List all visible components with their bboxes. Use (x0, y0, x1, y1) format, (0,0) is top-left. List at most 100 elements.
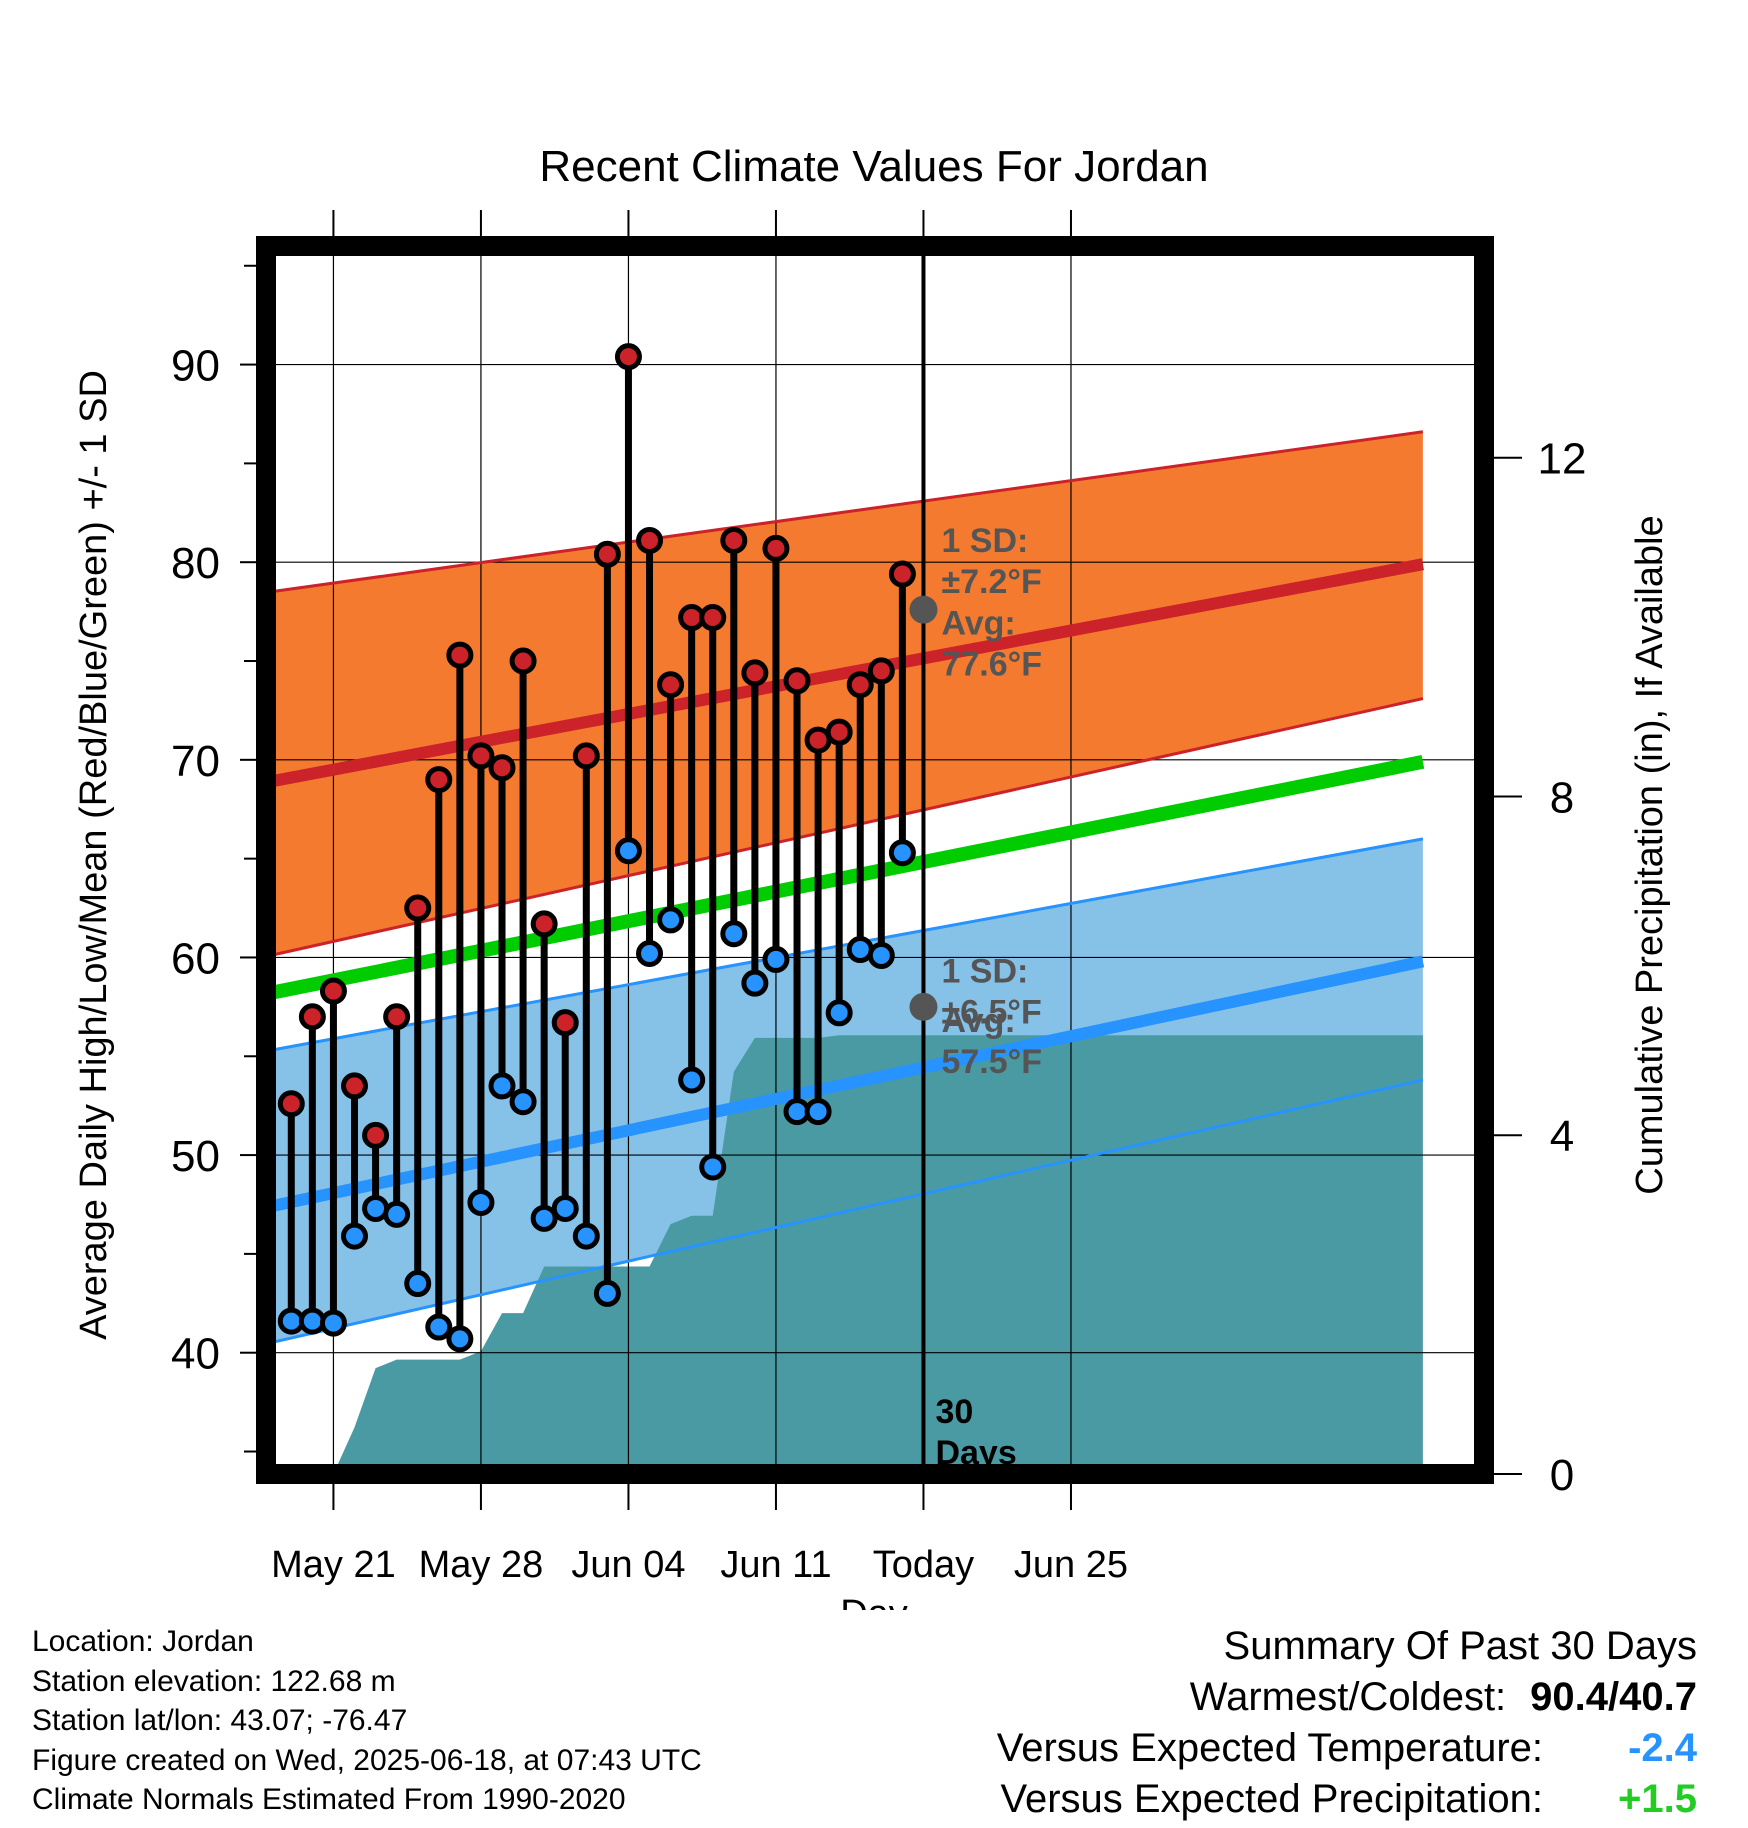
daily-low-point (888, 839, 916, 867)
daily-low-point (741, 969, 769, 997)
y-tick-label: 90 (171, 342, 220, 391)
daily-low-point (551, 1194, 579, 1222)
daily-high-point (783, 667, 811, 695)
x-tick-label: May 28 (419, 1544, 544, 1586)
daily-low-point (404, 1270, 432, 1298)
normals-text: Climate Normals Estimated From 1990-2020 (32, 1783, 626, 1816)
daily-high-point (467, 742, 495, 770)
x-tick-label: May 21 (271, 1544, 396, 1586)
daily-low-point (319, 1309, 347, 1337)
days-annotation-line1: 30 (935, 1393, 973, 1431)
daily-low-point (298, 1307, 326, 1335)
precip-value: +1.5 (1618, 1777, 1697, 1821)
warmest-label: Warmest/Coldest: (1189, 1675, 1507, 1719)
y2-tick-label: 0 (1550, 1451, 1574, 1500)
daily-high-point (425, 766, 453, 794)
climate-chart: Recent Climate Values For Jordan 1 SD:±7… (73, 142, 1671, 1610)
summary-title: Summary Of Past 30 Days (1223, 1624, 1697, 1668)
daily-high-point (825, 718, 853, 746)
x-tick-label: Today (873, 1544, 974, 1586)
daily-high-point (699, 604, 727, 632)
daily-high-point (720, 526, 748, 554)
daily-high-point (657, 671, 685, 699)
low-avg-annotation-line2: 57.5°F (941, 1043, 1042, 1081)
station-info: Location: Jordan Station elevation: 122.… (32, 1622, 702, 1820)
y2-tick-label: 8 (1550, 773, 1574, 822)
temp-label: Versus Expected Temperature: (996, 1726, 1543, 1770)
daily-high-point (636, 526, 664, 554)
x-tick-label: Jun 11 (720, 1544, 831, 1586)
daily-high-point (762, 534, 790, 562)
daily-high-point (319, 977, 347, 1005)
daily-high-point (551, 1009, 579, 1037)
daily-high-point (362, 1121, 390, 1149)
low-avg-marker (909, 992, 938, 1021)
axes: 40 50 60 70 80 90 0 4 8 12 May 21 May 28 Jun 04 Jun 1… (171, 210, 1586, 1586)
daily-high-point (509, 647, 537, 675)
high-avg-marker (909, 595, 938, 624)
x-tick-label: Jun 04 (571, 1544, 685, 1586)
daily-low-point (657, 906, 685, 934)
annotations: 1 SD:±7.2°F1 SD:±6.5°FAvg:77.6°FAvg:57.5… (909, 522, 1042, 1472)
daily-low-point (699, 1153, 727, 1181)
summary-warmest-row: Warmest/Coldest: 90.4/40.7 (997, 1672, 1697, 1723)
high-sd-annotation-line1: 1 SD: (941, 522, 1028, 560)
daily-high-point (298, 1003, 326, 1031)
low-sd-annotation-line2: ±6.5°F (941, 993, 1041, 1031)
y-tick-label: 80 (171, 539, 220, 588)
summary-temp-row: Versus Expected Temperature: -2.4 (997, 1723, 1697, 1774)
high-sd-annotation-line2: ±7.2°F (941, 563, 1041, 601)
daily-low-point (867, 941, 895, 969)
daily-low-point (383, 1200, 411, 1228)
daily-low-point (720, 920, 748, 948)
daily-low-point (467, 1189, 495, 1217)
daily-high-point (277, 1090, 305, 1118)
warmest-value: 90.4/40.7 (1530, 1675, 1697, 1719)
created-text: Figure created on Wed, 2025-06-18, at 07… (32, 1743, 702, 1777)
daily-low-point (530, 1204, 558, 1232)
high-avg-annotation-line1: Avg: (941, 605, 1015, 643)
daily-low-point (636, 940, 664, 968)
precip-fill (333, 1035, 1423, 1474)
low-avg-annotation-line1: Avg: (941, 1002, 1015, 1040)
y-tick-label: 60 (171, 934, 220, 983)
daily-high-point (867, 657, 895, 685)
daily-high-point (572, 742, 600, 770)
daily-high-point (614, 343, 642, 371)
daily-low-point (825, 999, 853, 1027)
high-avg-annotation-line2: 77.6°F (941, 646, 1042, 684)
y2-axis-label: Cumulative Precipitation (in), If Availa… (1629, 515, 1671, 1194)
daily-low-point (509, 1088, 537, 1116)
precip-label: Versus Expected Precipitation: (1000, 1777, 1543, 1821)
y-tick-label: 40 (171, 1330, 220, 1379)
x-tick-label: Jun 25 (1014, 1544, 1128, 1586)
daily-low-point (488, 1072, 516, 1100)
chart-title: Recent Climate Values For Jordan (539, 142, 1208, 191)
summary-panel: Summary Of Past 30 Days Warmest/Coldest:… (997, 1621, 1697, 1825)
daily-high-point (888, 560, 916, 588)
precip-area (333, 1035, 1423, 1474)
x-axis-label: Day (840, 1593, 908, 1610)
daily-low-point (446, 1325, 474, 1353)
latlon-text: Station lat/lon: 43.07; -76.47 (32, 1704, 408, 1737)
temp-value: -2.4 (1628, 1726, 1697, 1770)
daily-low-point (614, 837, 642, 865)
daily-low-point (804, 1098, 832, 1126)
y-axis-label: Average Daily High/Low/Mean (Red/Blue/Gr… (73, 370, 115, 1340)
daily-high-point (488, 754, 516, 782)
daily-low-point (762, 945, 790, 973)
plot-border (256, 236, 1494, 1484)
daily-bars (277, 343, 916, 1353)
y-tick-label: 70 (171, 737, 220, 786)
location-text: Location: Jordan (32, 1625, 254, 1658)
daily-high-point (383, 1003, 411, 1031)
daily-high-point (846, 671, 874, 699)
y-tick-label: 50 (171, 1132, 220, 1181)
y2-tick-label: 12 (1538, 435, 1587, 484)
daily-low-point (593, 1279, 621, 1307)
daily-high-point (741, 659, 769, 687)
elevation-text: Station elevation: 122.68 m (32, 1664, 396, 1698)
daily-high-point (446, 641, 474, 669)
daily-low-point (341, 1222, 369, 1250)
daily-low-point (678, 1066, 706, 1094)
